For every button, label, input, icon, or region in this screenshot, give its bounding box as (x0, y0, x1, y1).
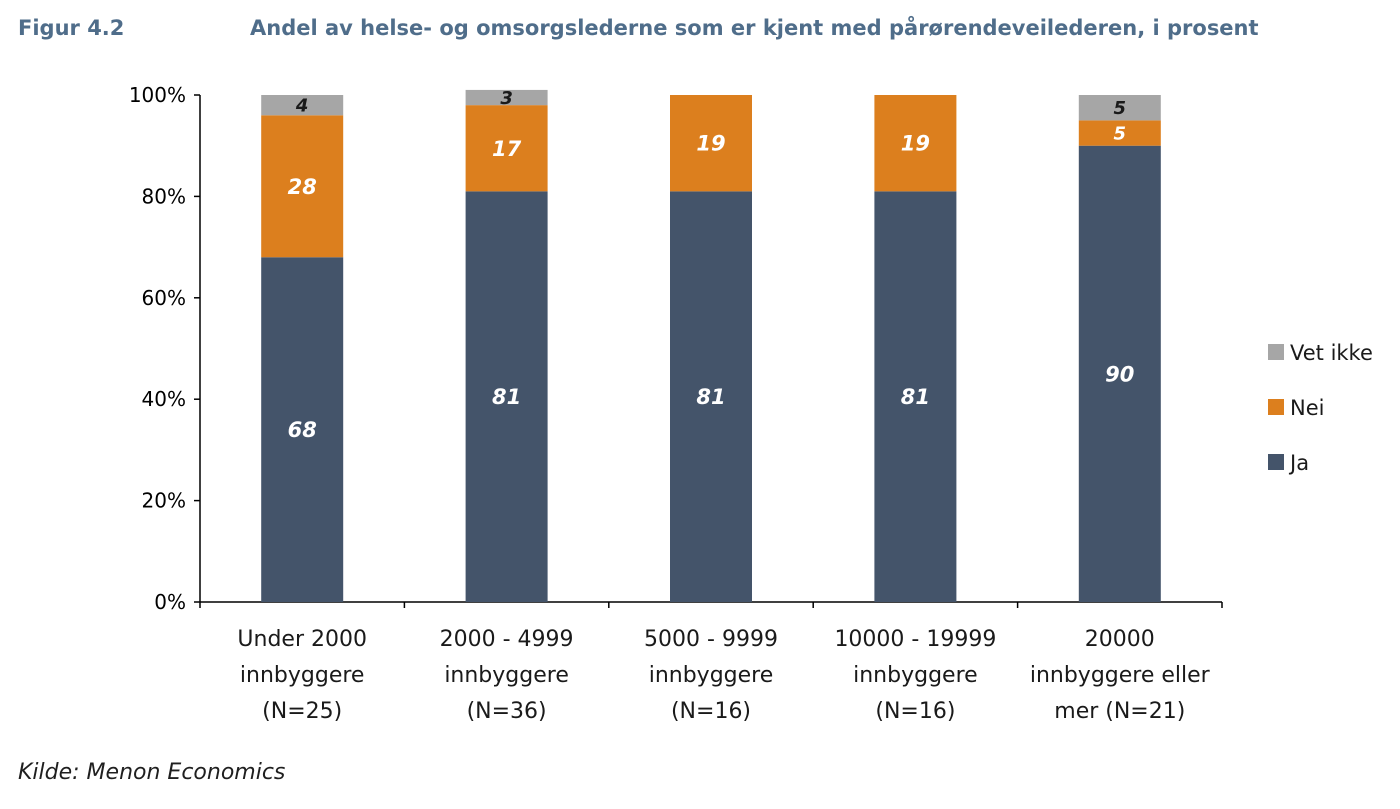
legend: Vet ikke Nei Ja (1268, 341, 1373, 475)
data-label: 28 (288, 175, 317, 199)
data-label: 3 (500, 88, 513, 109)
x-tick-label-line: (N=25) (262, 699, 342, 724)
x-tick-label-line: 5000 - 9999 (644, 627, 778, 652)
data-label: 5 (1114, 98, 1127, 119)
x-tick-label-line: innbyggere (853, 663, 978, 688)
y-tick-label: 40% (142, 387, 186, 411)
bar-nei (874, 95, 957, 192)
data-label: 4 (295, 96, 309, 117)
legend-swatch (1268, 344, 1284, 360)
bar-vet-ikke (261, 95, 344, 116)
bar-ja (261, 257, 344, 602)
chart-title: Andel av helse- og omsorgslederne som er… (250, 16, 1259, 40)
bar-ja (670, 191, 752, 602)
legend-swatch (1268, 399, 1284, 415)
y-tick-label: 100% (129, 83, 186, 107)
x-tick-label-line: mer (N=21) (1054, 699, 1185, 724)
legend-label: Vet ikke (1290, 341, 1373, 365)
bar-nei (670, 95, 752, 192)
data-label: 81 (492, 385, 521, 409)
x-tick-label-line: Under 2000 (237, 627, 367, 652)
x-tick-label: Under 2000 innbyggere (N=25) (237, 627, 367, 724)
bar-vet-ikke (1078, 95, 1161, 121)
legend-label: Ja (1288, 451, 1309, 475)
x-tick-label: 20000 innbyggere eller mer (N=21) (1030, 627, 1211, 724)
bar-nei (465, 105, 548, 192)
data-labels: 68 28 4 81 17 3 81 19 81 19 90 5 5 (288, 88, 1135, 442)
legend-label: Nei (1290, 396, 1324, 420)
data-label: 19 (696, 132, 725, 156)
source-note: Kilde: Menon Economics (18, 760, 286, 785)
x-tick-label-line: innbyggere eller (1030, 663, 1211, 688)
data-label: 81 (901, 385, 930, 409)
bar-ja (465, 191, 548, 602)
x-tick-label-line: 20000 (1085, 627, 1155, 652)
x-tick-label-line: 2000 - 4999 (440, 627, 574, 652)
data-label: 68 (288, 418, 317, 442)
figure-number: Figur 4.2 (18, 16, 125, 40)
data-label: 19 (901, 132, 930, 156)
bar-vet-ikke (465, 89, 548, 106)
y-tick-label: 60% (142, 286, 186, 310)
bars (261, 89, 1161, 602)
bar-ja (874, 191, 957, 602)
x-tick-label-line: innbyggere (240, 663, 365, 688)
data-label: 17 (492, 137, 522, 161)
x-tick-label-line: innbyggere (649, 663, 774, 688)
x-tick-label: 10000 - 19999 innbyggere (N=16) (834, 627, 996, 724)
axes: 0% 20% 40% 60% 80% 100% Under 2000 innbyggere (N… (129, 83, 1223, 724)
bar-nei (1078, 120, 1161, 146)
y-tick-label: 20% (142, 489, 186, 513)
data-label: 81 (696, 385, 725, 409)
bar-nei (261, 115, 344, 258)
y-tick-label: 0% (154, 590, 186, 614)
x-tick-label-line: (N=16) (875, 699, 955, 724)
legend-swatch (1268, 454, 1284, 470)
y-tick-label: 80% (142, 184, 186, 208)
bar-ja (1078, 145, 1161, 602)
data-label: 90 (1105, 362, 1134, 386)
x-tick-label-line: innbyggere (444, 663, 569, 688)
x-tick-label-line: (N=16) (671, 699, 751, 724)
data-label: 5 (1114, 124, 1127, 145)
x-tick-label-line: 10000 - 19999 (834, 627, 996, 652)
x-tick-label: 2000 - 4999 innbyggere (N=36) (440, 627, 574, 724)
x-tick-label: 5000 - 9999 innbyggere (N=16) (644, 627, 778, 724)
x-tick-label-line: (N=36) (467, 699, 547, 724)
